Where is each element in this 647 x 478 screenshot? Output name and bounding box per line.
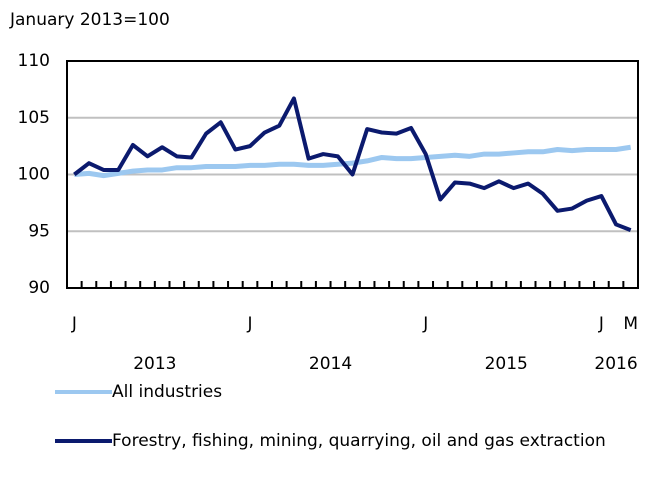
legend: All industries Forestry, fishing, mining,… (55, 380, 635, 478)
x-tick-label: M (623, 314, 638, 334)
y-tick-label: 100 (18, 165, 50, 185)
plot-frame (66, 60, 639, 289)
series-line (73, 96, 632, 232)
x-tick-label: J (422, 314, 428, 334)
legend-swatch (55, 439, 112, 443)
legend-entry: All industries (55, 380, 635, 404)
y-tick-label: 90 (28, 278, 50, 298)
year-label: 2014 (309, 354, 352, 374)
y-axis-label: January 2013=100 (9, 10, 170, 30)
series-line (74, 144, 632, 179)
y-tick-label: 110 (18, 51, 50, 71)
year-label: 2013 (133, 354, 176, 374)
legend-label: Forestry, fishing, mining, quarrying, oi… (112, 431, 606, 451)
x-tick-label: J (247, 314, 253, 334)
year-label: 2015 (485, 354, 528, 374)
legend-label: All industries (112, 382, 223, 402)
x-tick-label: J (598, 314, 604, 334)
y-tick-label: 95 (28, 221, 50, 241)
legend-entry: Forestry, fishing, mining, quarrying, oi… (55, 429, 635, 453)
x-tick-label: J (71, 314, 77, 334)
y-tick-label: 105 (18, 108, 50, 128)
year-label: 2016 (594, 354, 637, 374)
legend-swatch (55, 390, 112, 394)
